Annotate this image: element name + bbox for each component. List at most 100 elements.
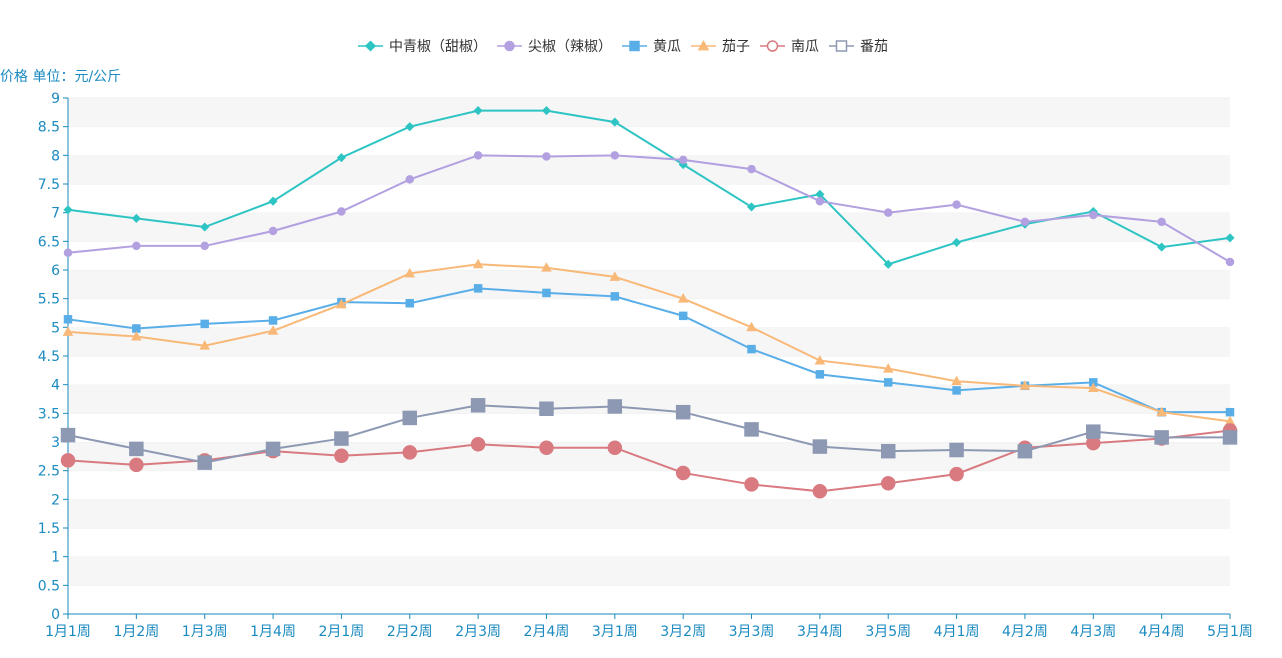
data-point [1225,233,1235,243]
grid-band [68,126,1230,156]
x-tick-label: 1月2周 [113,624,159,640]
data-point [200,222,210,232]
data-point [470,398,486,413]
data-point [131,330,142,341]
data-point [949,466,964,482]
data-point [675,404,691,420]
data-point [812,484,828,499]
data-point [541,262,552,272]
y-tick-label: 0 [51,607,60,623]
data-point [268,196,278,206]
data-point [1086,424,1101,439]
x-tick-label: 1月3周 [182,624,228,640]
legend-item[interactable]: 番茄 [829,38,888,55]
legend-item[interactable]: 黄瓜 [622,38,681,55]
series-1 [63,151,1235,267]
grid-band [68,98,1230,127]
x-tick-label: 4月4周 [1139,624,1185,640]
x-tick-label: 1月4周 [250,624,296,640]
data-point [539,401,554,416]
data-point [402,410,418,426]
series-line [67,154,1231,263]
y-tick-label: 7 [51,206,60,222]
data-point [747,344,756,354]
y-tick-label: 2.5 [38,464,60,480]
series-group [60,106,1238,499]
legend-item[interactable]: 南瓜 [760,39,819,55]
x-tick-label: 3月4周 [797,624,843,640]
data-point [268,226,278,236]
data-point [334,448,349,464]
series-0 [63,106,1235,269]
data-point [883,378,893,387]
data-point [747,164,756,174]
data-point [334,431,349,446]
x-tick-label: 1月1周 [45,624,91,640]
data-point [405,299,415,308]
data-point [60,453,76,468]
data-point [268,316,278,325]
data-point [60,427,76,443]
x-tick-label: 3月1周 [592,624,638,640]
data-point [62,326,74,336]
data-point [402,445,418,460]
x-tick-label: 4月1周 [934,624,980,640]
legend-label: 南瓜 [791,39,819,55]
x-tick-label: 3月5周 [865,624,911,640]
data-point [678,311,688,321]
y-axis-unit-label: 价格 单位：元/公斤 [0,69,121,85]
legend-item[interactable]: 茄子 [691,38,750,55]
data-point [132,324,141,333]
legend-marker [364,40,377,52]
data-point [880,443,896,459]
data-point [882,363,894,373]
x-axis: 1月1周 1月2周 1月3周 1月4周 2月1周 2月2周 2月3周 2月4周 3月1周 3月2周… [45,613,1253,640]
y-tick-label: 7.5 [38,177,60,193]
data-point [472,258,484,269]
data-point [197,455,212,470]
x-tick-label: 2月3周 [455,624,501,640]
data-point [336,153,346,163]
grid-band [68,327,1230,356]
data-point [337,207,346,216]
data-point [1225,257,1235,267]
grid-band [68,356,1230,385]
data-point [265,441,281,457]
y-axis: 0 0.5 1 1.5 2 2.5 3 3.5 4 4.5 5 5.5 6 6.5 7 7.5 8 8.5 9 [38,91,69,623]
legend-item[interactable]: 中青椒（甜椒） [358,39,487,55]
legend-marker [504,40,515,52]
data-point [746,321,757,332]
legend-label: 黄瓜 [653,38,681,55]
legend-marker [629,40,640,52]
x-tick-label: 3月3周 [729,624,775,640]
data-point [746,202,757,212]
x-tick-label: 5月1周 [1207,624,1253,640]
legend[interactable]: 中青椒（甜椒） 尖椒（辣椒） 黄瓜 茄子 南瓜 番茄 [358,38,888,55]
x-tick-label: 2月1周 [318,624,364,640]
data-point [542,152,551,161]
series-line [67,263,1231,423]
data-point [610,292,620,301]
data-point [405,122,415,132]
x-tick-label: 4月2周 [1002,624,1048,640]
data-point [609,271,621,281]
data-point [200,241,209,251]
data-point [952,200,961,209]
data-point [132,241,141,251]
x-tick-label: 4月3周 [1070,624,1116,640]
y-tick-label: 3 [51,435,60,451]
legend-marker [766,40,779,52]
data-point [473,151,483,160]
grid-band [68,413,1230,442]
grid-band [68,528,1230,557]
legend-label: 番茄 [860,38,888,55]
x-tick-label: 2月4周 [524,624,570,640]
legend-item[interactable]: 尖椒（辣椒） [497,39,612,55]
y-tick-label: 2 [51,492,60,508]
y-tick-label: 0.5 [38,578,60,594]
data-point [1225,407,1235,417]
data-point [883,208,893,217]
y-tick-label: 1 [51,550,60,566]
data-point [1017,443,1033,459]
data-point [812,439,828,454]
